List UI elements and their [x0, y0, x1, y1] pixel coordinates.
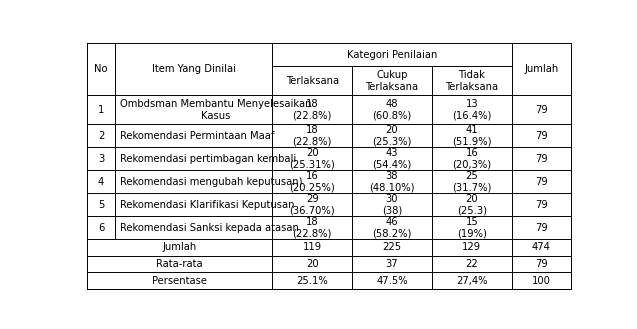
Text: 25
(31.7%): 25 (31.7%) [452, 171, 491, 192]
Text: Cukup
Terlaksana: Cukup Terlaksana [366, 70, 419, 91]
Text: Rekomendasi Permintaan Maaf: Rekomendasi Permintaan Maaf [120, 131, 275, 141]
Text: 79: 79 [535, 177, 548, 187]
Text: 474: 474 [532, 242, 550, 252]
Text: 79: 79 [535, 223, 548, 233]
Text: Kategori Penilaian: Kategori Penilaian [347, 50, 437, 60]
Text: 43
(54.4%): 43 (54.4%) [373, 148, 412, 170]
Text: 225: 225 [382, 242, 401, 252]
Text: 18
(22.8%): 18 (22.8%) [292, 217, 332, 239]
Text: 20
(25.3%): 20 (25.3%) [372, 125, 412, 147]
Text: 79: 79 [535, 131, 548, 141]
Text: 25.1%: 25.1% [296, 276, 328, 286]
Text: 79: 79 [535, 105, 548, 115]
Text: 15
(19%): 15 (19%) [457, 217, 487, 239]
Text: 1: 1 [98, 105, 104, 115]
Text: 20: 20 [306, 259, 318, 269]
Text: 3: 3 [98, 154, 104, 164]
Text: 119: 119 [303, 242, 322, 252]
Text: 13
(16.4%): 13 (16.4%) [452, 99, 491, 121]
Text: 22: 22 [466, 259, 478, 269]
Text: 2: 2 [98, 131, 104, 141]
Text: 18
(22.8%): 18 (22.8%) [292, 125, 332, 147]
Text: 46
(58.2%): 46 (58.2%) [372, 217, 412, 239]
Text: Item Yang Dinilai: Item Yang Dinilai [152, 64, 236, 74]
Text: 79: 79 [535, 200, 548, 210]
Text: Ombdsman Membantu Menyelesaikan
Kasus: Ombdsman Membantu Menyelesaikan Kasus [120, 99, 311, 121]
Text: 48
(60.8%): 48 (60.8%) [373, 99, 412, 121]
Text: 47.5%: 47.5% [376, 276, 408, 286]
Text: No: No [94, 64, 108, 74]
Text: 38
(48.10%): 38 (48.10%) [369, 171, 415, 192]
Text: 18
(22.8%): 18 (22.8%) [292, 99, 332, 121]
Text: 29
(36.70%): 29 (36.70%) [289, 194, 335, 215]
Text: 100: 100 [532, 276, 550, 286]
Text: 79: 79 [535, 259, 548, 269]
Text: 20
(25.31%): 20 (25.31%) [289, 148, 335, 170]
Text: Rekomendasi Klarifikasi Keputusan: Rekomendasi Klarifikasi Keputusan [120, 200, 295, 210]
Text: 4: 4 [98, 177, 104, 187]
Text: Rekomendasi pertimbagan kembali: Rekomendasi pertimbagan kembali [120, 154, 297, 164]
Text: Jumlah: Jumlah [162, 242, 197, 252]
Text: Rekomendasi Sanksi kepada atasan: Rekomendasi Sanksi kepada atasan [120, 223, 299, 233]
Text: 16
(20,3%): 16 (20,3%) [452, 148, 491, 170]
Text: Rekomendasi mengubah keputusan): Rekomendasi mengubah keputusan) [120, 177, 303, 187]
Text: Jumlah: Jumlah [524, 64, 559, 74]
Text: 41
(51.9%): 41 (51.9%) [452, 125, 492, 147]
Text: 20
(25.3): 20 (25.3) [457, 194, 487, 215]
Text: 16
(20.25%): 16 (20.25%) [289, 171, 335, 192]
Text: Persentase: Persentase [152, 276, 207, 286]
Text: Tidak
Terlaksana: Tidak Terlaksana [445, 70, 498, 91]
Text: 79: 79 [535, 154, 548, 164]
Text: Terlaksana: Terlaksana [285, 76, 339, 86]
Text: 5: 5 [98, 200, 104, 210]
Text: 27,4%: 27,4% [456, 276, 487, 286]
Text: Rata-rata: Rata-rata [156, 259, 203, 269]
Text: 129: 129 [462, 242, 482, 252]
Text: 37: 37 [385, 259, 398, 269]
Text: 6: 6 [98, 223, 104, 233]
Text: 30
(38): 30 (38) [382, 194, 402, 215]
